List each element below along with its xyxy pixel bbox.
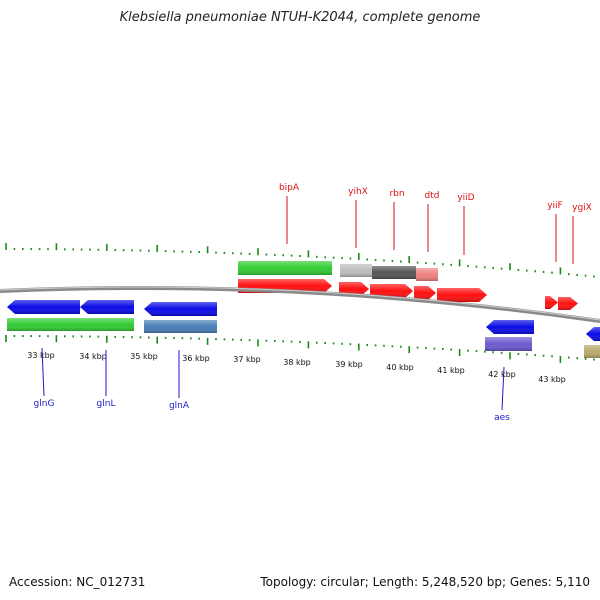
kbp-label: 36 kbp [182,354,210,363]
gene-label-rbn: rbn [389,189,404,199]
gene-labels: bipA yihX rbn dtd yiiD yiiF ygiX glnG glnL glnA ae… [34,183,592,423]
gene-label-glnA: glnA [169,401,190,411]
gene-leader-line [501,366,505,411]
gene-label-yiiD: yiiD [457,193,474,203]
genome-backbone [0,285,600,323]
kbp-label: 39 kbp [335,360,363,369]
feature-green-glnL-shade [80,318,134,331]
feature-dark-rbn-shade [372,266,416,279]
inner-tick-ring [5,335,595,363]
gene-label-glnL: glnL [97,399,116,409]
gene-arrow-rbn-shade [370,284,413,298]
kbp-label: 33 kbp [27,351,55,360]
gene-leader-line [41,347,45,397]
kbp-label: 43 kbp [538,375,566,384]
feature-pink-dtd-shade [416,268,438,281]
kbp-label: 35 kbp [130,352,158,361]
kbp-label: 38 kbp [283,358,311,367]
gene-arrow-yiiD-shade [437,288,487,302]
genome-backbone-highlight [0,286,600,321]
accession-text: Accession: NC_012731 [9,575,146,589]
kbp-scale-labels: 33 kbp 34 kbp 35 kbp 36 kbp 37 kbp 38 kbp 39 k… [27,351,566,384]
kbp-label: 41 kbp [437,366,465,375]
gene-arrow-edge-shade [586,327,600,341]
gene-label-aes: aes [494,413,510,423]
gene-arrow-dtd-shade [414,286,436,300]
outer-tick-ring [5,243,595,278]
kbp-label: 34 kbp [79,352,107,361]
gene-label-ygiX: ygiX [572,203,592,213]
feature-green-glnG-shade [7,318,80,331]
gene-label-yihX: yihX [348,187,368,197]
genome-title: Klebsiella pneumoniae NTUH-K2044, comple… [119,10,481,25]
kbp-label: 40 kbp [386,363,414,372]
genome-summary-text: Topology: circular; Length: 5,248,520 bp… [260,575,590,589]
gene-label-yiiF: yiiF [547,201,563,211]
feature-steelblue-glnA-shade [144,320,217,333]
gene-arrow-ygiX-shade [558,297,578,310]
feature-layer [7,261,600,358]
kbp-label: 37 kbp [233,355,261,364]
gene-arrow-glnG-shade [7,300,80,314]
gene-label-glnG: glnG [34,399,55,409]
gene-label-dtd: dtd [425,191,440,201]
gene-arrow-aes-shade [486,320,534,334]
gene-arrow-glnA-shade [144,302,217,316]
gene-arrow-yihX-shade [339,282,369,296]
feature-slate-aes-shade [485,337,532,351]
gene-arrow-glnL-shade [80,300,134,314]
gene-label-bipA: bipA [279,183,300,193]
feature-green-bipA-shade [238,261,332,275]
feature-khaki-edge-shade [584,345,600,358]
feature-grey-yihX-shade [340,264,372,277]
kbp-label: 42 kbp [488,370,516,379]
gene-arrow-yiiF-shade [545,296,558,309]
